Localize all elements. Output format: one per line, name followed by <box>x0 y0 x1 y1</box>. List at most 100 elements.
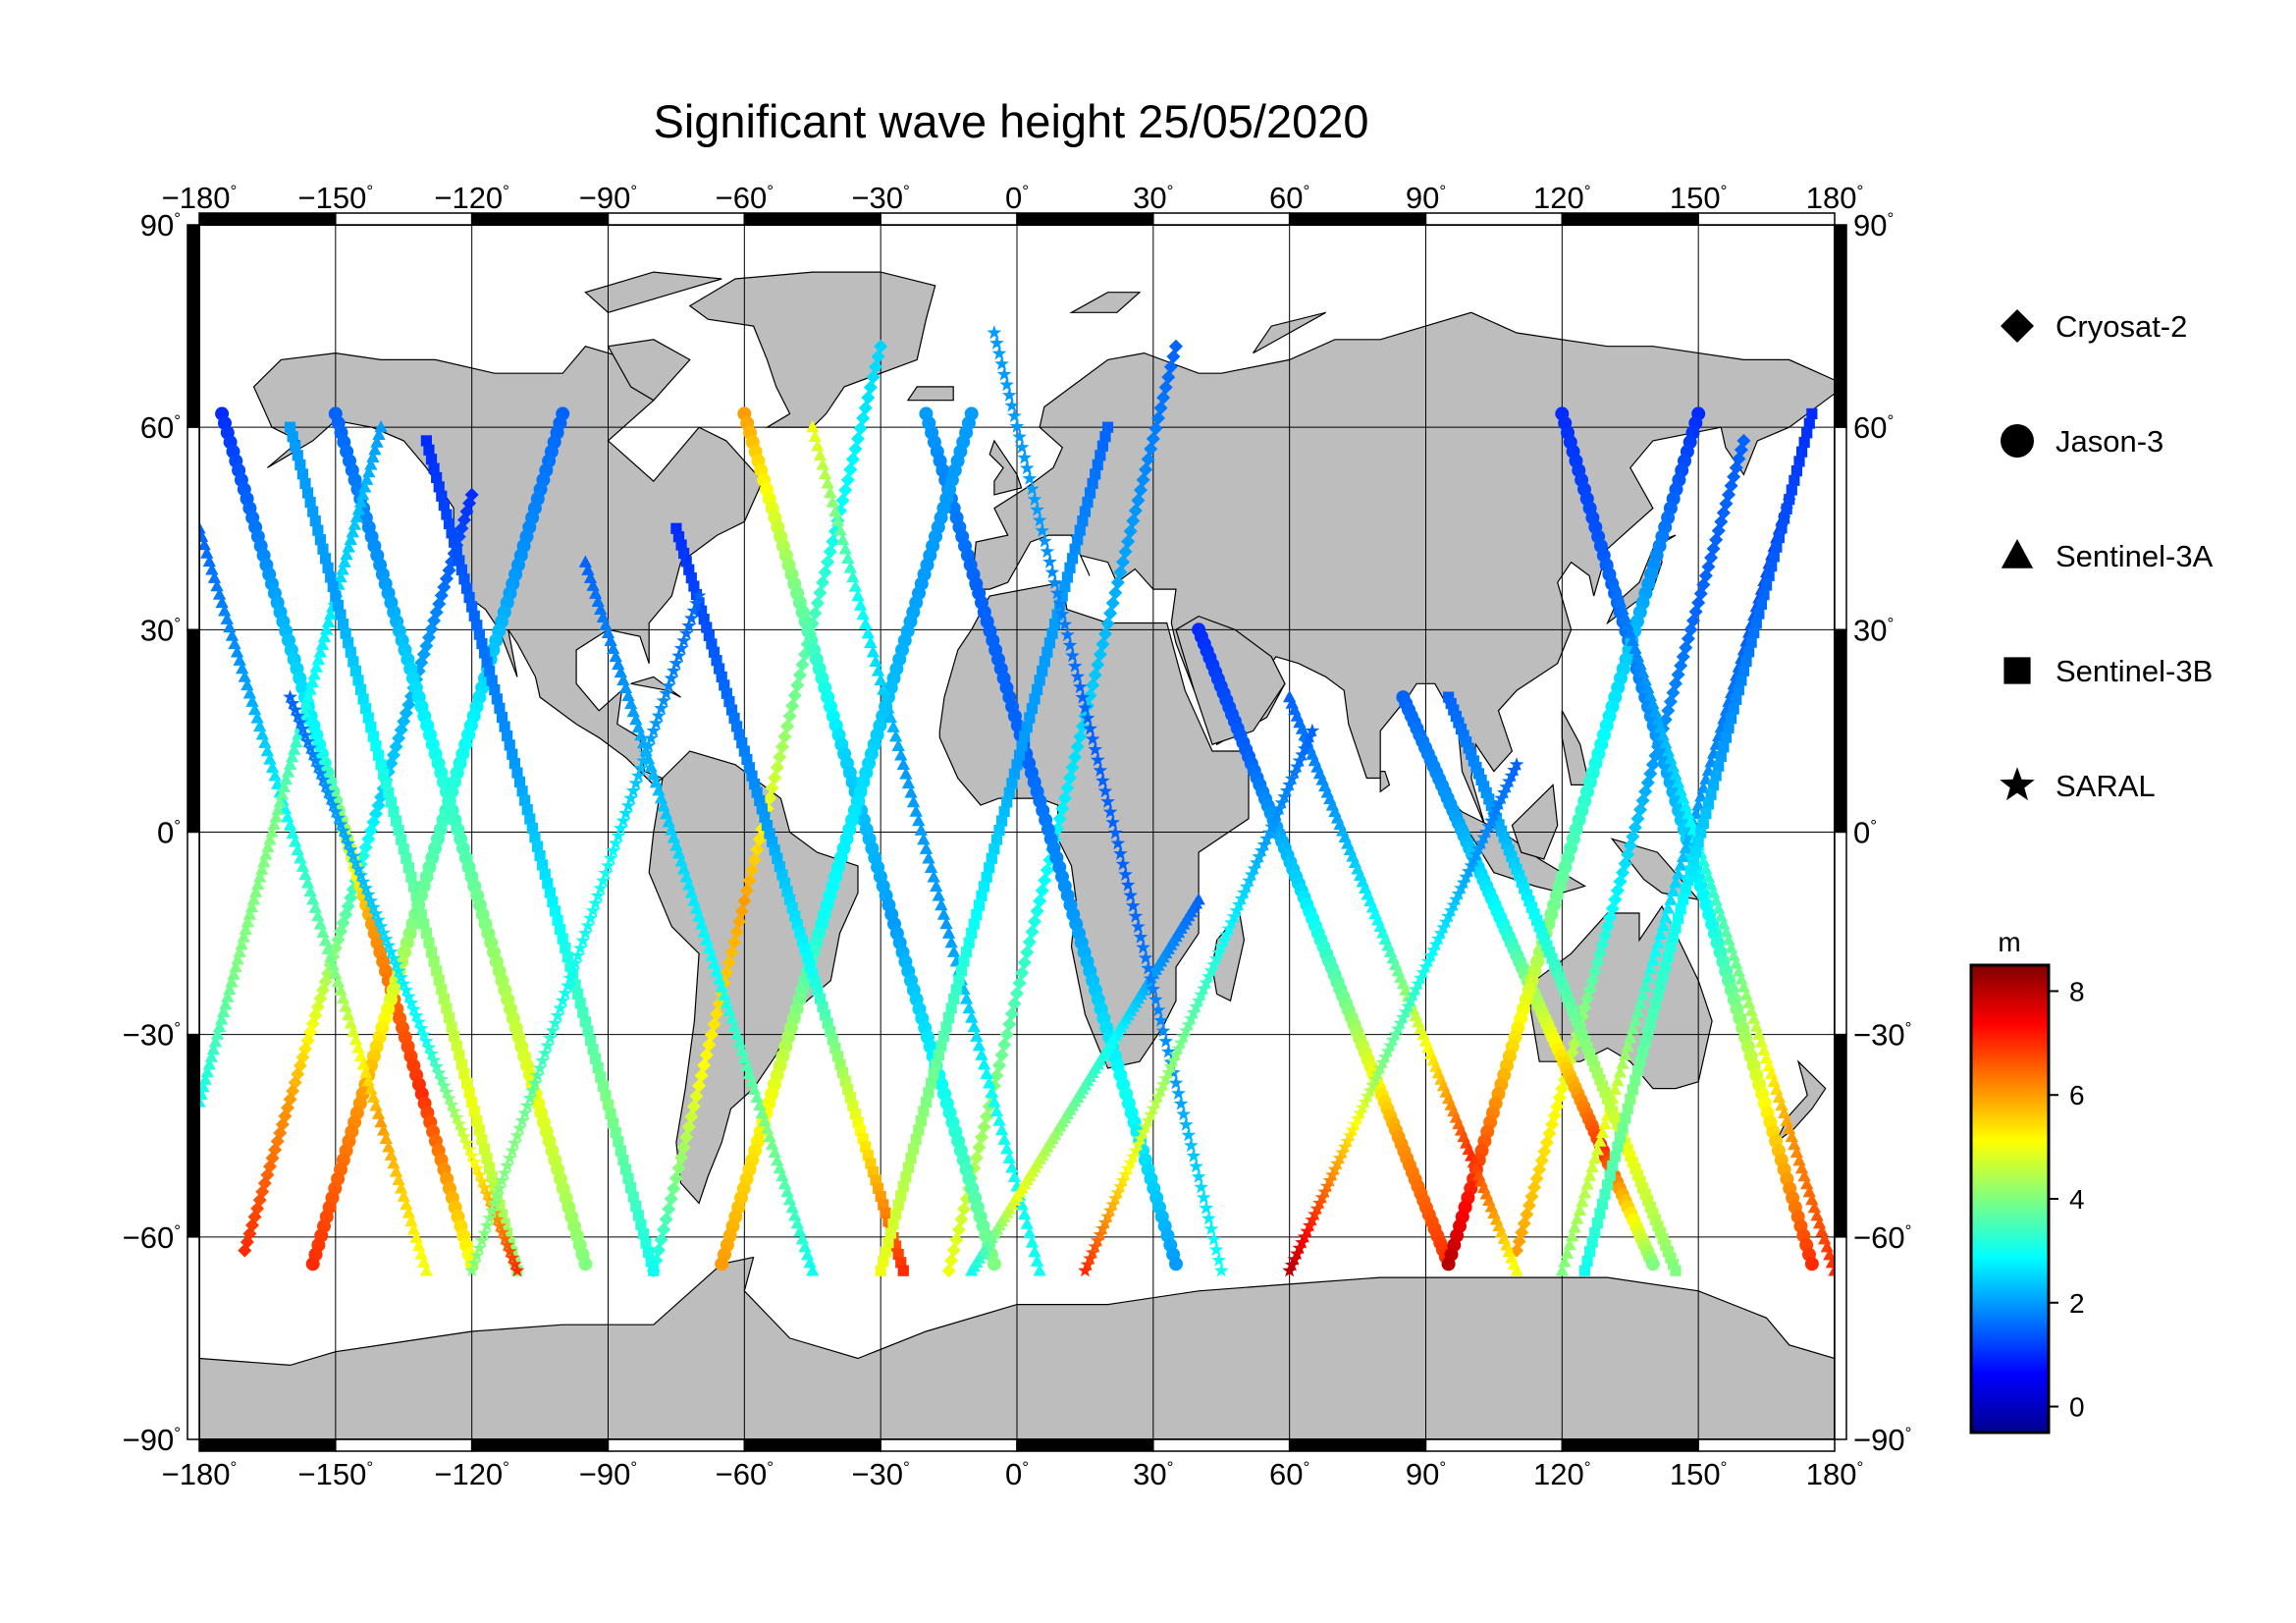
track-point <box>969 1151 984 1165</box>
track-point <box>273 794 287 808</box>
track-point <box>689 595 704 610</box>
track-point <box>1478 824 1494 839</box>
track-point <box>364 458 378 470</box>
track-point <box>552 914 563 926</box>
track-point <box>426 1053 442 1067</box>
track-point <box>1115 1172 1131 1187</box>
track-point <box>1019 730 1031 742</box>
track-point <box>449 1030 460 1043</box>
track-point <box>1637 1046 1649 1057</box>
track-point <box>1353 1106 1367 1120</box>
track-point <box>1126 514 1141 528</box>
track-point <box>1269 807 1285 822</box>
lon-label-top: −150° <box>298 181 374 215</box>
track-point <box>265 760 280 774</box>
track-point <box>1428 937 1444 951</box>
track-point <box>574 998 586 1009</box>
track-point <box>654 791 668 804</box>
track-point <box>519 794 531 806</box>
track-point <box>1634 1055 1646 1067</box>
track-point <box>1502 774 1517 788</box>
track-point <box>385 796 397 808</box>
track-point <box>710 964 723 977</box>
track-point <box>1059 580 1071 593</box>
track-point <box>894 748 908 761</box>
track-point <box>1375 1055 1391 1069</box>
track-point <box>1509 757 1524 771</box>
track-point <box>994 1048 1009 1062</box>
track-point <box>495 1172 509 1187</box>
track-point <box>1727 948 1740 961</box>
track-point <box>257 855 271 868</box>
track-point <box>782 1193 797 1206</box>
track-point <box>486 1171 498 1183</box>
track-point <box>704 1027 719 1042</box>
track-point <box>729 924 744 939</box>
track-point <box>570 947 585 962</box>
track-point <box>1155 1023 1171 1038</box>
track-point <box>866 370 881 385</box>
track-point <box>200 1064 214 1078</box>
track-point <box>1651 712 1665 726</box>
colorbar-tick-label: 6 <box>2069 1080 2085 1110</box>
track-point <box>1717 917 1731 930</box>
track-point <box>1090 752 1105 767</box>
track-point <box>702 1038 717 1053</box>
track-point <box>491 693 503 705</box>
track-point <box>423 444 435 456</box>
track-point <box>389 1164 403 1177</box>
track-point <box>291 842 304 856</box>
track-point <box>281 810 294 823</box>
track-point <box>347 656 359 668</box>
track-point <box>705 948 719 961</box>
track-point <box>884 1227 897 1239</box>
track-point <box>380 778 392 789</box>
track-point <box>221 990 235 1002</box>
lat-label-left: −90° <box>123 1423 181 1457</box>
track-point <box>1780 1113 1793 1127</box>
track-point <box>248 885 263 897</box>
track-point <box>1020 945 1035 959</box>
track-point <box>1616 1056 1629 1069</box>
track-point <box>604 633 617 647</box>
track-point <box>392 1172 405 1186</box>
track-point <box>601 625 615 639</box>
track-point <box>1613 594 1628 607</box>
track-point <box>1687 855 1699 867</box>
track-point <box>1565 1229 1579 1242</box>
lon-label-bottom: −30° <box>851 1457 909 1491</box>
track-point <box>346 848 361 863</box>
track-point <box>529 832 541 843</box>
track-point <box>944 936 958 948</box>
track-point <box>292 450 303 461</box>
track-point <box>1612 1141 1624 1153</box>
track-point <box>581 563 595 575</box>
track-point <box>810 596 825 611</box>
track-point <box>464 1148 479 1163</box>
track-point <box>981 871 992 883</box>
track-point <box>590 1053 602 1064</box>
track-point <box>657 1222 671 1237</box>
track-point <box>610 1126 621 1138</box>
track-point <box>662 1202 676 1217</box>
track-point <box>1507 762 1522 777</box>
track-point <box>1007 408 1022 423</box>
track-point <box>980 1066 993 1080</box>
track-point <box>442 1091 456 1106</box>
track-point <box>671 846 686 859</box>
track-point <box>648 1265 660 1276</box>
track-point <box>1330 1156 1345 1170</box>
track-point <box>1099 431 1111 443</box>
track-point <box>1670 922 1682 934</box>
track-point <box>626 704 640 718</box>
frame-band-bottom <box>1152 1438 1291 1452</box>
track-point <box>993 824 1005 837</box>
track-point <box>507 1135 522 1150</box>
track-point <box>429 1058 444 1073</box>
track-point <box>1040 863 1054 878</box>
track-point <box>1075 719 1090 733</box>
track-point <box>1642 1027 1654 1039</box>
track-point <box>424 1046 439 1060</box>
track-point <box>1113 845 1128 860</box>
track-point <box>750 842 765 857</box>
